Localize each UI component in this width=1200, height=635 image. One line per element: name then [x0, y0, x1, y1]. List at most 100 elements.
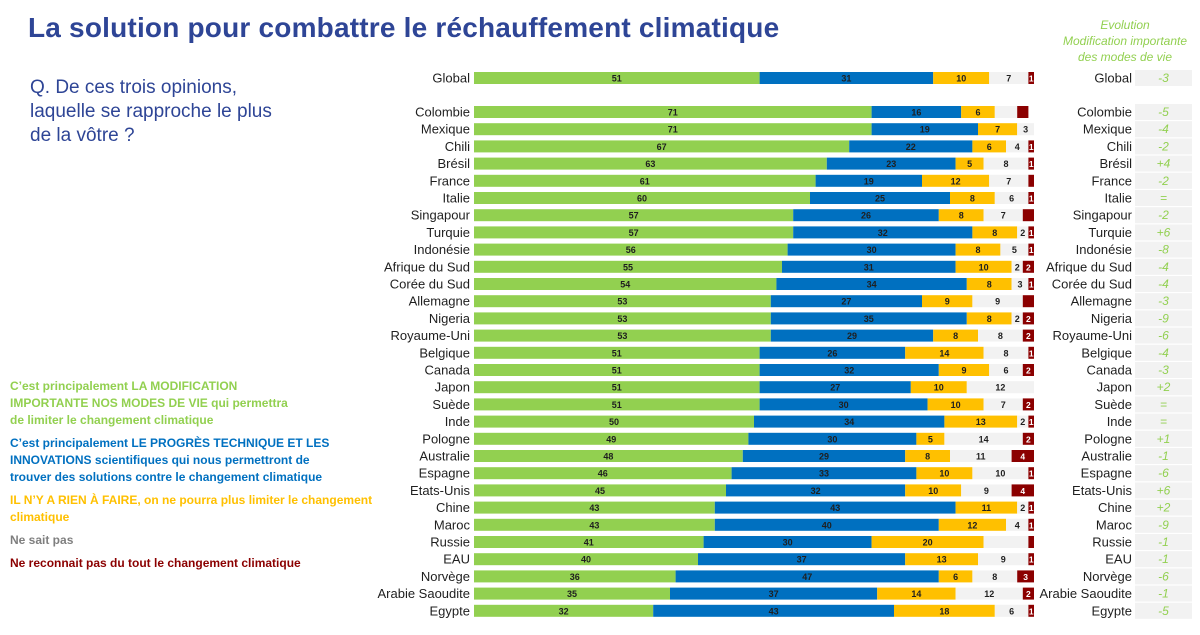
- country-label: EAU: [443, 552, 470, 567]
- bar-segment-rien: [916, 467, 973, 480]
- data-label-ne-reconnait: 1: [1029, 245, 1034, 255]
- data-label-nsp: 6: [1009, 194, 1014, 204]
- bar-segment-modification: [474, 570, 676, 583]
- evolution-cell: [1135, 70, 1192, 86]
- data-label-progres: 43: [769, 606, 779, 616]
- bar-segment-ne-reconnait: [1022, 364, 1034, 376]
- data-label-rien: 8: [987, 314, 992, 324]
- legend-item-nsp: Ne sait pas: [10, 532, 400, 549]
- bar-segment-progres: [703, 536, 872, 548]
- data-label-ne-reconnait: 2: [1026, 400, 1031, 410]
- data-label-nsp: 8: [1003, 159, 1008, 169]
- bar-segment-modification: [474, 312, 771, 325]
- evolution-country-label: EAU: [1105, 552, 1132, 567]
- country-label: Etats-Unis: [410, 483, 470, 498]
- evolution-value: +4: [1157, 157, 1171, 171]
- bar-segment-progres: [793, 209, 939, 222]
- bar-segment-progres: [810, 192, 950, 204]
- data-label-rien: 10: [951, 400, 961, 410]
- evolution-value: -1: [1158, 552, 1169, 566]
- evolution-cell: [1135, 121, 1192, 138]
- evolution-cell: [1135, 276, 1192, 292]
- bar-segment-modification: [474, 450, 743, 462]
- data-label-nsp: 3: [1023, 125, 1028, 135]
- country-label: Espagne: [419, 466, 470, 481]
- bar-segment-ne-reconnait: [1022, 329, 1034, 342]
- data-label-ne-reconnait: 1: [1029, 280, 1034, 290]
- bar-segment-ne-reconnait: [1022, 312, 1034, 325]
- data-label-ne-reconnait: 2: [1026, 589, 1031, 599]
- bar-segment-ne-reconnait: [1028, 140, 1034, 153]
- evolution-value: -4: [1158, 277, 1169, 291]
- bar-segment-rien: [938, 518, 1006, 531]
- data-label-ne-reconnait: 2: [1026, 366, 1031, 376]
- bar-segment-nsp: [1011, 312, 1023, 325]
- data-label-rien: 5: [928, 434, 933, 444]
- country-label: Turquie: [426, 225, 470, 240]
- data-label-modification: 56: [626, 245, 636, 255]
- evolution-cell: [1135, 602, 1192, 619]
- evolution-value: -1: [1158, 449, 1169, 463]
- bar-segment-modification: [474, 192, 810, 204]
- country-label: Mexique: [421, 122, 470, 137]
- data-label-rien: 10: [934, 383, 944, 393]
- country-label: Canada: [424, 363, 470, 378]
- bar-segment-rien: [961, 106, 995, 118]
- bar-segment-nsp: [994, 604, 1029, 617]
- country-label: Chili: [445, 139, 470, 154]
- bar-segment-nsp: [994, 106, 1018, 118]
- data-label-nsp: 8: [1003, 348, 1008, 358]
- legend-item-progres: C’est principalement LE PROGRÈS TECHNIQU…: [10, 435, 400, 486]
- evolution-value: +1: [1157, 432, 1171, 446]
- bar-segment-modification: [474, 467, 732, 480]
- data-label-ne-reconnait: 1: [1029, 417, 1034, 427]
- evolution-cell: [1135, 155, 1192, 172]
- evolution-cell: [1135, 448, 1192, 464]
- data-label-rien: 8: [992, 228, 997, 238]
- bar-segment-nsp: [972, 467, 1029, 480]
- country-label: Pologne: [422, 431, 470, 446]
- data-label-modification: 57: [629, 228, 639, 238]
- evolution-country-label: Allemagne: [1071, 294, 1132, 309]
- bar-segment-ne-reconnait: [1028, 415, 1034, 428]
- evolution-country-label: Maroc: [1096, 517, 1133, 532]
- page-title: La solution pour combattre le réchauffem…: [28, 12, 780, 43]
- data-label-nsp: 10: [995, 469, 1005, 479]
- country-label: Brésil: [437, 156, 470, 171]
- bar-segment-nsp: [1011, 260, 1023, 273]
- bar-segment-ne-reconnait: [1017, 570, 1034, 583]
- data-label-ne-reconnait: 4: [1020, 486, 1025, 496]
- country-label: Colombie: [415, 105, 470, 120]
- data-label-ne-reconnait: 1: [1029, 142, 1034, 152]
- data-label-modification: 63: [645, 159, 655, 169]
- data-label-rien: 14: [911, 589, 921, 599]
- evolution-value: +2: [1157, 380, 1171, 394]
- evolution-cell: [1135, 224, 1192, 241]
- country-label: Australie: [419, 449, 470, 464]
- data-label-nsp: 7: [1006, 176, 1011, 186]
- data-label-progres: 47: [802, 572, 812, 582]
- bar-segment-rien: [944, 415, 1018, 428]
- data-label-progres: 30: [783, 538, 793, 548]
- data-label-modification: 49: [606, 434, 616, 444]
- bar-segment-nsp: [1017, 226, 1029, 239]
- bar-segment-rien: [877, 587, 956, 600]
- data-label-nsp: 12: [984, 589, 994, 599]
- data-label-modification: 43: [589, 503, 599, 513]
- data-label-rien: 20: [923, 538, 933, 548]
- evolution-header-line: Modification importante: [1062, 34, 1188, 48]
- data-label-progres: 16: [911, 108, 921, 118]
- bar-segment-progres: [759, 398, 928, 411]
- data-label-rien: 6: [987, 142, 992, 152]
- data-label-progres: 30: [827, 434, 837, 444]
- data-label-progres: 35: [864, 314, 874, 324]
- data-label-ne-reconnait: 2: [1026, 331, 1031, 341]
- data-label-rien: 14: [939, 348, 949, 358]
- evolution-value: -2: [1158, 208, 1169, 222]
- data-label-modification: 41: [584, 538, 594, 548]
- evolution-value: -6: [1158, 329, 1169, 343]
- evolution-cell: [1135, 551, 1192, 568]
- data-label-ne-reconnait: 2: [1026, 434, 1031, 444]
- data-label-modification: 54: [620, 280, 630, 290]
- data-label-rien: 10: [956, 74, 966, 84]
